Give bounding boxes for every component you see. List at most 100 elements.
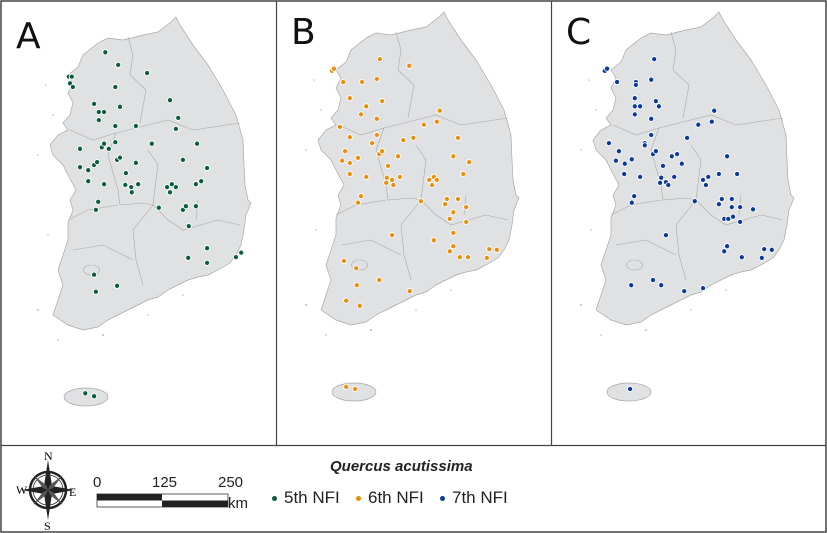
survey-point: [116, 103, 124, 110]
survey-point: [446, 248, 453, 255]
compass-e: E: [69, 485, 76, 499]
survey-point: [442, 201, 449, 208]
survey-point: [652, 98, 659, 105]
survey-point: [376, 276, 383, 284]
survey-point: [92, 288, 99, 295]
survey-point: [631, 193, 638, 200]
survey-point: [384, 162, 392, 169]
survey-point: [164, 184, 171, 191]
survey-point: [112, 122, 119, 130]
survey-point: [657, 179, 664, 186]
survey-point: [376, 56, 383, 63]
survey-point: [343, 297, 350, 304]
scale-unit: km: [228, 495, 248, 512]
survey-point: [446, 215, 453, 222]
survey-point: [82, 390, 89, 397]
compass-n: N: [44, 449, 53, 463]
survey-point: [430, 237, 437, 244]
legend-item-7th: 7th NFI: [452, 488, 508, 507]
survey-point: [450, 229, 457, 236]
survey-point: [148, 140, 155, 147]
survey-point: [95, 198, 102, 205]
survey-point: [198, 178, 205, 185]
survey-point: [454, 134, 462, 141]
survey-point: [456, 254, 463, 261]
survey-point: [373, 131, 380, 139]
survey-point: [85, 178, 92, 185]
survey-point: [357, 111, 364, 118]
survey-point: [342, 148, 349, 155]
survey-point: [356, 302, 363, 309]
survey-point: [179, 156, 186, 163]
survey-point: [426, 176, 433, 183]
survey-point: [637, 173, 644, 180]
panel-label-a: A: [16, 16, 41, 57]
compass-s: S: [44, 519, 51, 533]
survey-point: [652, 148, 659, 155]
survey-point: [166, 97, 174, 104]
legend-item-5th: 5th NFI: [284, 488, 340, 507]
survey-point: [330, 65, 337, 72]
survey-point: [627, 385, 634, 393]
survey-point: [615, 148, 622, 155]
map-panel-b: [304, 11, 520, 402]
survey-point: [417, 198, 424, 205]
survey-point: [91, 271, 98, 278]
survey-point: [168, 181, 175, 188]
survey-point: [628, 156, 635, 163]
survey-point: [724, 153, 731, 160]
survey-point: [373, 115, 380, 122]
survey-point: [95, 108, 102, 116]
survey-point: [346, 159, 353, 167]
survey-point: [612, 157, 619, 164]
survey-point: [379, 148, 386, 155]
survey-point: [699, 176, 707, 183]
survey-point: [204, 259, 211, 266]
survey-point: [91, 393, 98, 400]
survey-point: [346, 170, 353, 178]
map-panel-a: [36, 16, 252, 407]
scale-bar: 0 125 250 km: [93, 474, 248, 512]
survey-point: [655, 103, 662, 110]
korea-map: [579, 11, 795, 402]
survey-point: [359, 78, 366, 86]
survey-point: [172, 125, 179, 132]
survey-point: [737, 218, 744, 225]
survey-point: [658, 282, 665, 289]
survey-point: [659, 162, 667, 169]
legend-dot-5th-icon: [272, 496, 277, 501]
survey-point: [182, 203, 189, 210]
survey-point: [691, 198, 698, 205]
legend-dot-6th-icon: [356, 496, 361, 501]
survey-point: [662, 232, 669, 239]
survey-point: [122, 181, 129, 188]
survey-point: [628, 282, 635, 289]
survey-point: [637, 103, 644, 110]
survey-point: [631, 111, 638, 118]
legend-dot-7th-icon: [440, 496, 445, 501]
survey-point: [394, 153, 402, 160]
scale-tick-250: 250: [218, 474, 243, 491]
survey-point: [115, 61, 122, 68]
survey-point: [340, 78, 347, 86]
survey-point: [628, 199, 635, 206]
survey-point: [85, 167, 92, 174]
survey-point: [76, 145, 84, 152]
survey-point: [433, 118, 440, 125]
survey-point: [463, 218, 470, 225]
survey-point: [699, 285, 707, 292]
survey-point: [144, 69, 151, 77]
survey-point: [674, 151, 681, 158]
survey-point: [91, 100, 98, 107]
survey-point: [69, 83, 76, 91]
survey-point: [172, 184, 179, 191]
survey-point: [614, 78, 621, 86]
survey-point: [336, 123, 343, 130]
survey-point: [112, 139, 119, 146]
survey-point: [373, 75, 380, 83]
survey-point: [102, 49, 109, 56]
survey-point: [450, 209, 457, 216]
korea-map: [304, 11, 520, 402]
legend-species-title: Quercus acutissima: [330, 458, 473, 475]
survey-point: [357, 193, 364, 200]
